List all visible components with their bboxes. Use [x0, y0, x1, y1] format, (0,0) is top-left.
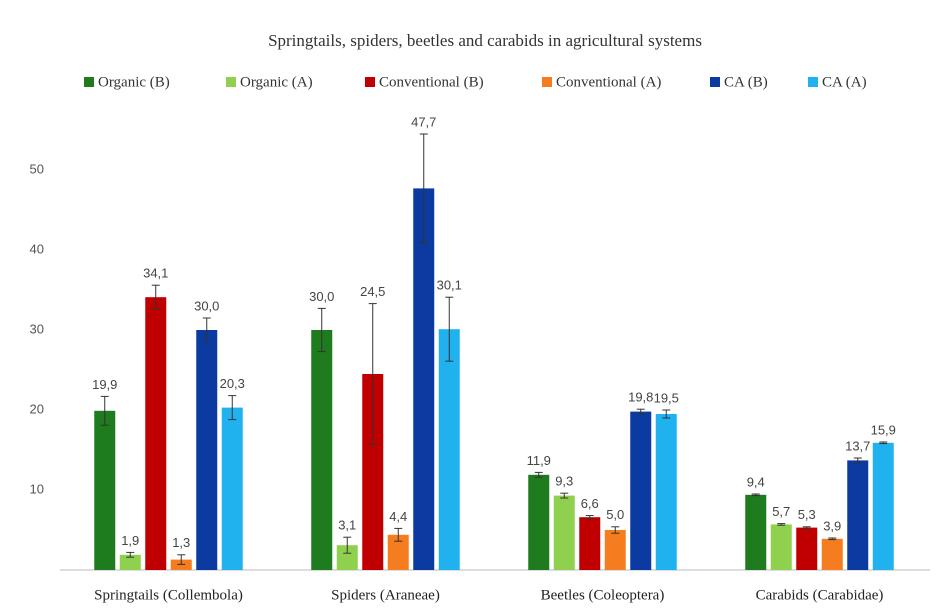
- bar: [847, 460, 869, 570]
- chart-title: Springtails, spiders, beetles and carabi…: [268, 31, 702, 50]
- legend-label: Organic (B): [98, 74, 170, 90]
- data-label: 4,4: [389, 509, 407, 524]
- bar: [311, 330, 333, 570]
- bar: [119, 554, 141, 570]
- bar: [604, 530, 626, 570]
- x-tick-label: Carabids (Carabidae): [756, 587, 884, 603]
- data-label: 5,0: [606, 507, 624, 522]
- data-label: 30,0: [309, 289, 334, 304]
- bar: [336, 545, 358, 570]
- data-label: 19,8: [628, 390, 653, 405]
- data-label: 6,6: [581, 496, 599, 511]
- bar: [196, 330, 218, 570]
- legend-swatch: [808, 77, 818, 87]
- bar: [821, 538, 843, 570]
- legend-swatch: [542, 77, 552, 87]
- bar: [94, 410, 116, 570]
- x-tick-label: Beetles (Coleoptera): [541, 587, 665, 603]
- data-label: 3,1: [338, 518, 356, 533]
- data-label: 11,9: [527, 453, 551, 468]
- legend-swatch: [84, 77, 94, 87]
- data-label: 47,7: [411, 114, 436, 129]
- y-tick-label: 30: [30, 321, 44, 336]
- data-label: 24,5: [360, 284, 385, 299]
- bar: [553, 495, 575, 570]
- bar: [362, 374, 384, 570]
- bar: [528, 474, 550, 570]
- y-tick-label: 20: [30, 401, 44, 416]
- y-tick-label: 10: [30, 481, 44, 496]
- bar: [438, 329, 460, 570]
- data-label: 9,4: [747, 474, 765, 489]
- data-label: 30,1: [437, 278, 462, 293]
- bar: [579, 517, 601, 570]
- legend-swatch: [365, 77, 375, 87]
- data-label: 19,5: [654, 390, 679, 405]
- bar: [872, 442, 894, 570]
- legend-swatch: [710, 77, 720, 87]
- bar: [770, 524, 792, 570]
- legend-label: Conventional (B): [379, 74, 484, 90]
- legend-label: CA (B): [724, 74, 768, 90]
- data-label: 1,3: [172, 535, 190, 550]
- x-tick-label: Spiders (Araneae): [331, 587, 440, 603]
- data-label: 30,0: [194, 298, 219, 313]
- bar: [413, 188, 435, 570]
- y-tick-label: 40: [30, 241, 44, 256]
- legend-label: Organic (A): [240, 74, 313, 90]
- data-label: 19,9: [92, 377, 117, 392]
- bar: [387, 534, 409, 570]
- data-label: 5,3: [798, 507, 816, 522]
- x-tick-label: Springtails (Collembola): [94, 587, 243, 603]
- data-label: 13,7: [845, 438, 870, 453]
- bar: [630, 411, 652, 570]
- bar: [221, 407, 243, 570]
- bar: [796, 527, 818, 570]
- bar: [745, 494, 767, 570]
- data-label: 3,9: [823, 518, 841, 533]
- data-label: 5,7: [772, 504, 790, 519]
- legend-swatch: [226, 77, 236, 87]
- data-label: 9,3: [555, 474, 573, 489]
- legend-label: CA (A): [822, 74, 867, 90]
- y-tick-label: 50: [30, 161, 44, 176]
- bar: [655, 414, 677, 570]
- data-label: 34,1: [143, 266, 168, 281]
- data-label: 15,9: [871, 422, 896, 437]
- bar: [145, 297, 167, 570]
- legend-label: Conventional (A): [556, 74, 661, 90]
- data-label: 20,3: [220, 376, 245, 391]
- data-label: 1,9: [121, 533, 139, 548]
